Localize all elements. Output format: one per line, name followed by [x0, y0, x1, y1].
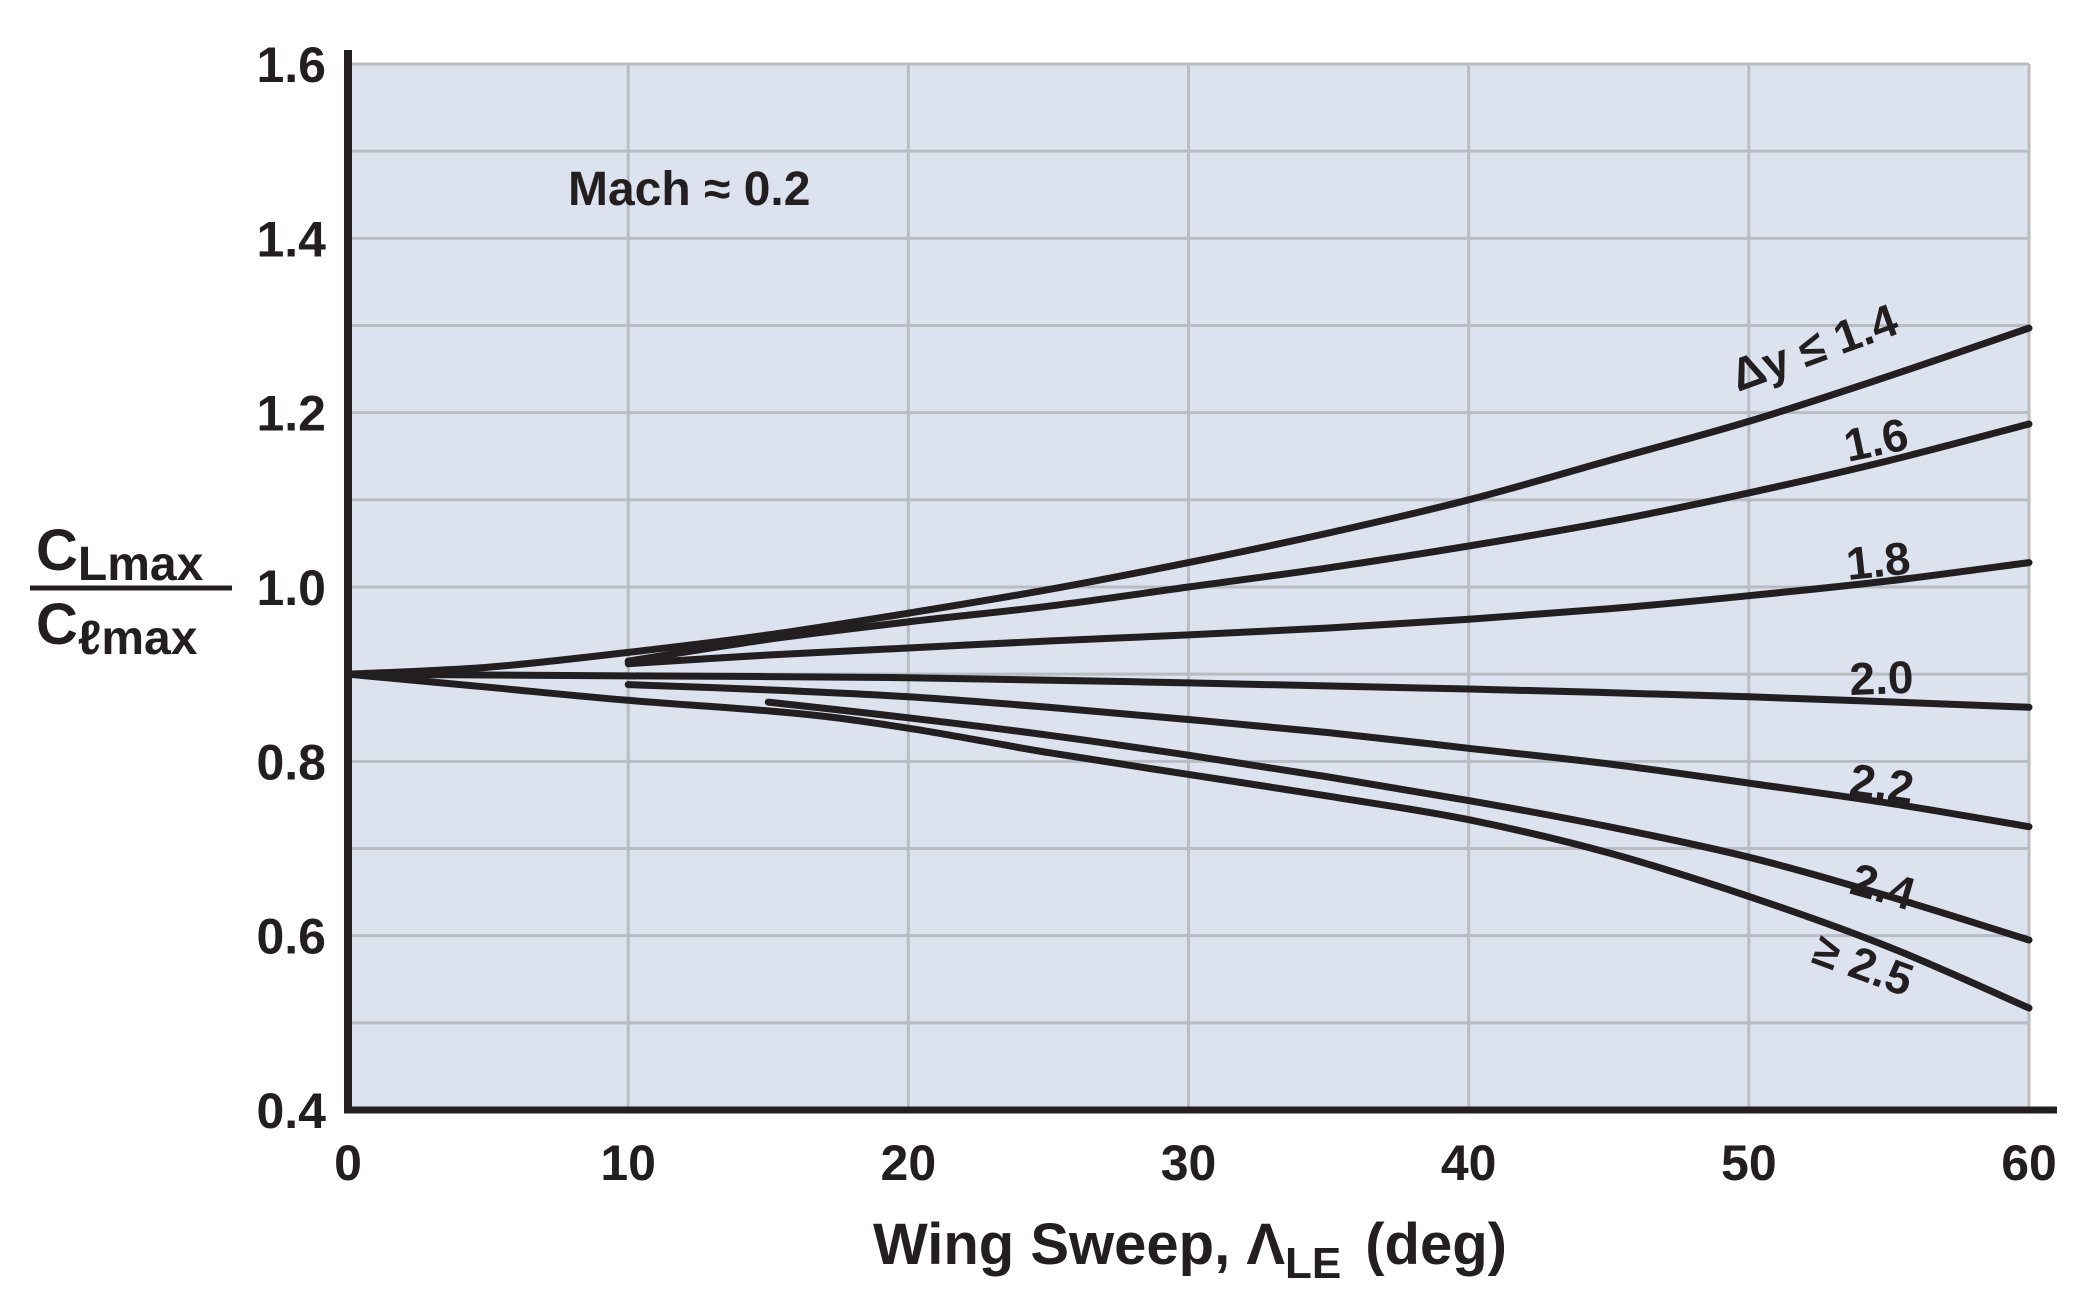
y-den-main: C [36, 592, 78, 657]
series-line [344, 324, 2033, 678]
y-tick-label: 0.4 [256, 1083, 326, 1139]
mach-annotation: Mach ≈ 0.2 [568, 163, 810, 216]
x-axis-title: Wing Sweep, ΛLE (deg) [873, 1212, 1507, 1288]
x-tick-label: 30 [1161, 1135, 1217, 1191]
y-tick-label: 0.6 [256, 909, 326, 965]
x-axis-title-subscript: LE [1285, 1239, 1341, 1288]
y-num-sub: Lmax [78, 538, 204, 591]
series-label: 2.0 [1849, 651, 1915, 705]
y-axis-title-numerator: CLmax [36, 518, 204, 591]
x-axis-title-unit: (deg) [1365, 1212, 1507, 1277]
x-tick-label: 10 [600, 1135, 656, 1191]
tick-labels: 0 10 20 30 40 50 60 0.4 0.6 0.8 1.0 1.2 1.4 1.6 [256, 37, 2056, 1191]
x-tick-label: 20 [881, 1135, 937, 1191]
series-line [624, 420, 2033, 665]
y-tick-label: 1.6 [256, 37, 326, 93]
series-line [624, 681, 2033, 831]
y-axis-title-denominator: Cℓmax [36, 592, 198, 665]
y-num-main: C [36, 518, 78, 583]
series-line [344, 670, 2033, 1012]
series-line [344, 670, 2033, 711]
series-line [764, 698, 2033, 944]
x-tick-label: 60 [2001, 1135, 2057, 1191]
y-tick-label: 1.0 [256, 560, 326, 616]
axes [344, 50, 2057, 1114]
y-tick-label: 0.8 [256, 734, 326, 790]
curves [344, 324, 2033, 1012]
series-label: 1.8 [1844, 532, 1913, 590]
x-axis-title-text: Wing Sweep, [873, 1212, 1246, 1277]
y-tick-label: 1.2 [256, 386, 326, 442]
series-label: 2.2 [1847, 753, 1918, 813]
x-tick-label: 0 [334, 1135, 362, 1191]
y-tick-label: 1.4 [256, 211, 326, 267]
series-line [624, 559, 2033, 668]
x-tick-label: 40 [1441, 1135, 1497, 1191]
y-den-sub: ℓmax [78, 612, 198, 665]
y-axis-title: CLmax Cℓmax [30, 518, 232, 665]
x-axis-title-lambda: Λ [1246, 1212, 1285, 1277]
x-tick-label: 50 [1721, 1135, 1777, 1191]
